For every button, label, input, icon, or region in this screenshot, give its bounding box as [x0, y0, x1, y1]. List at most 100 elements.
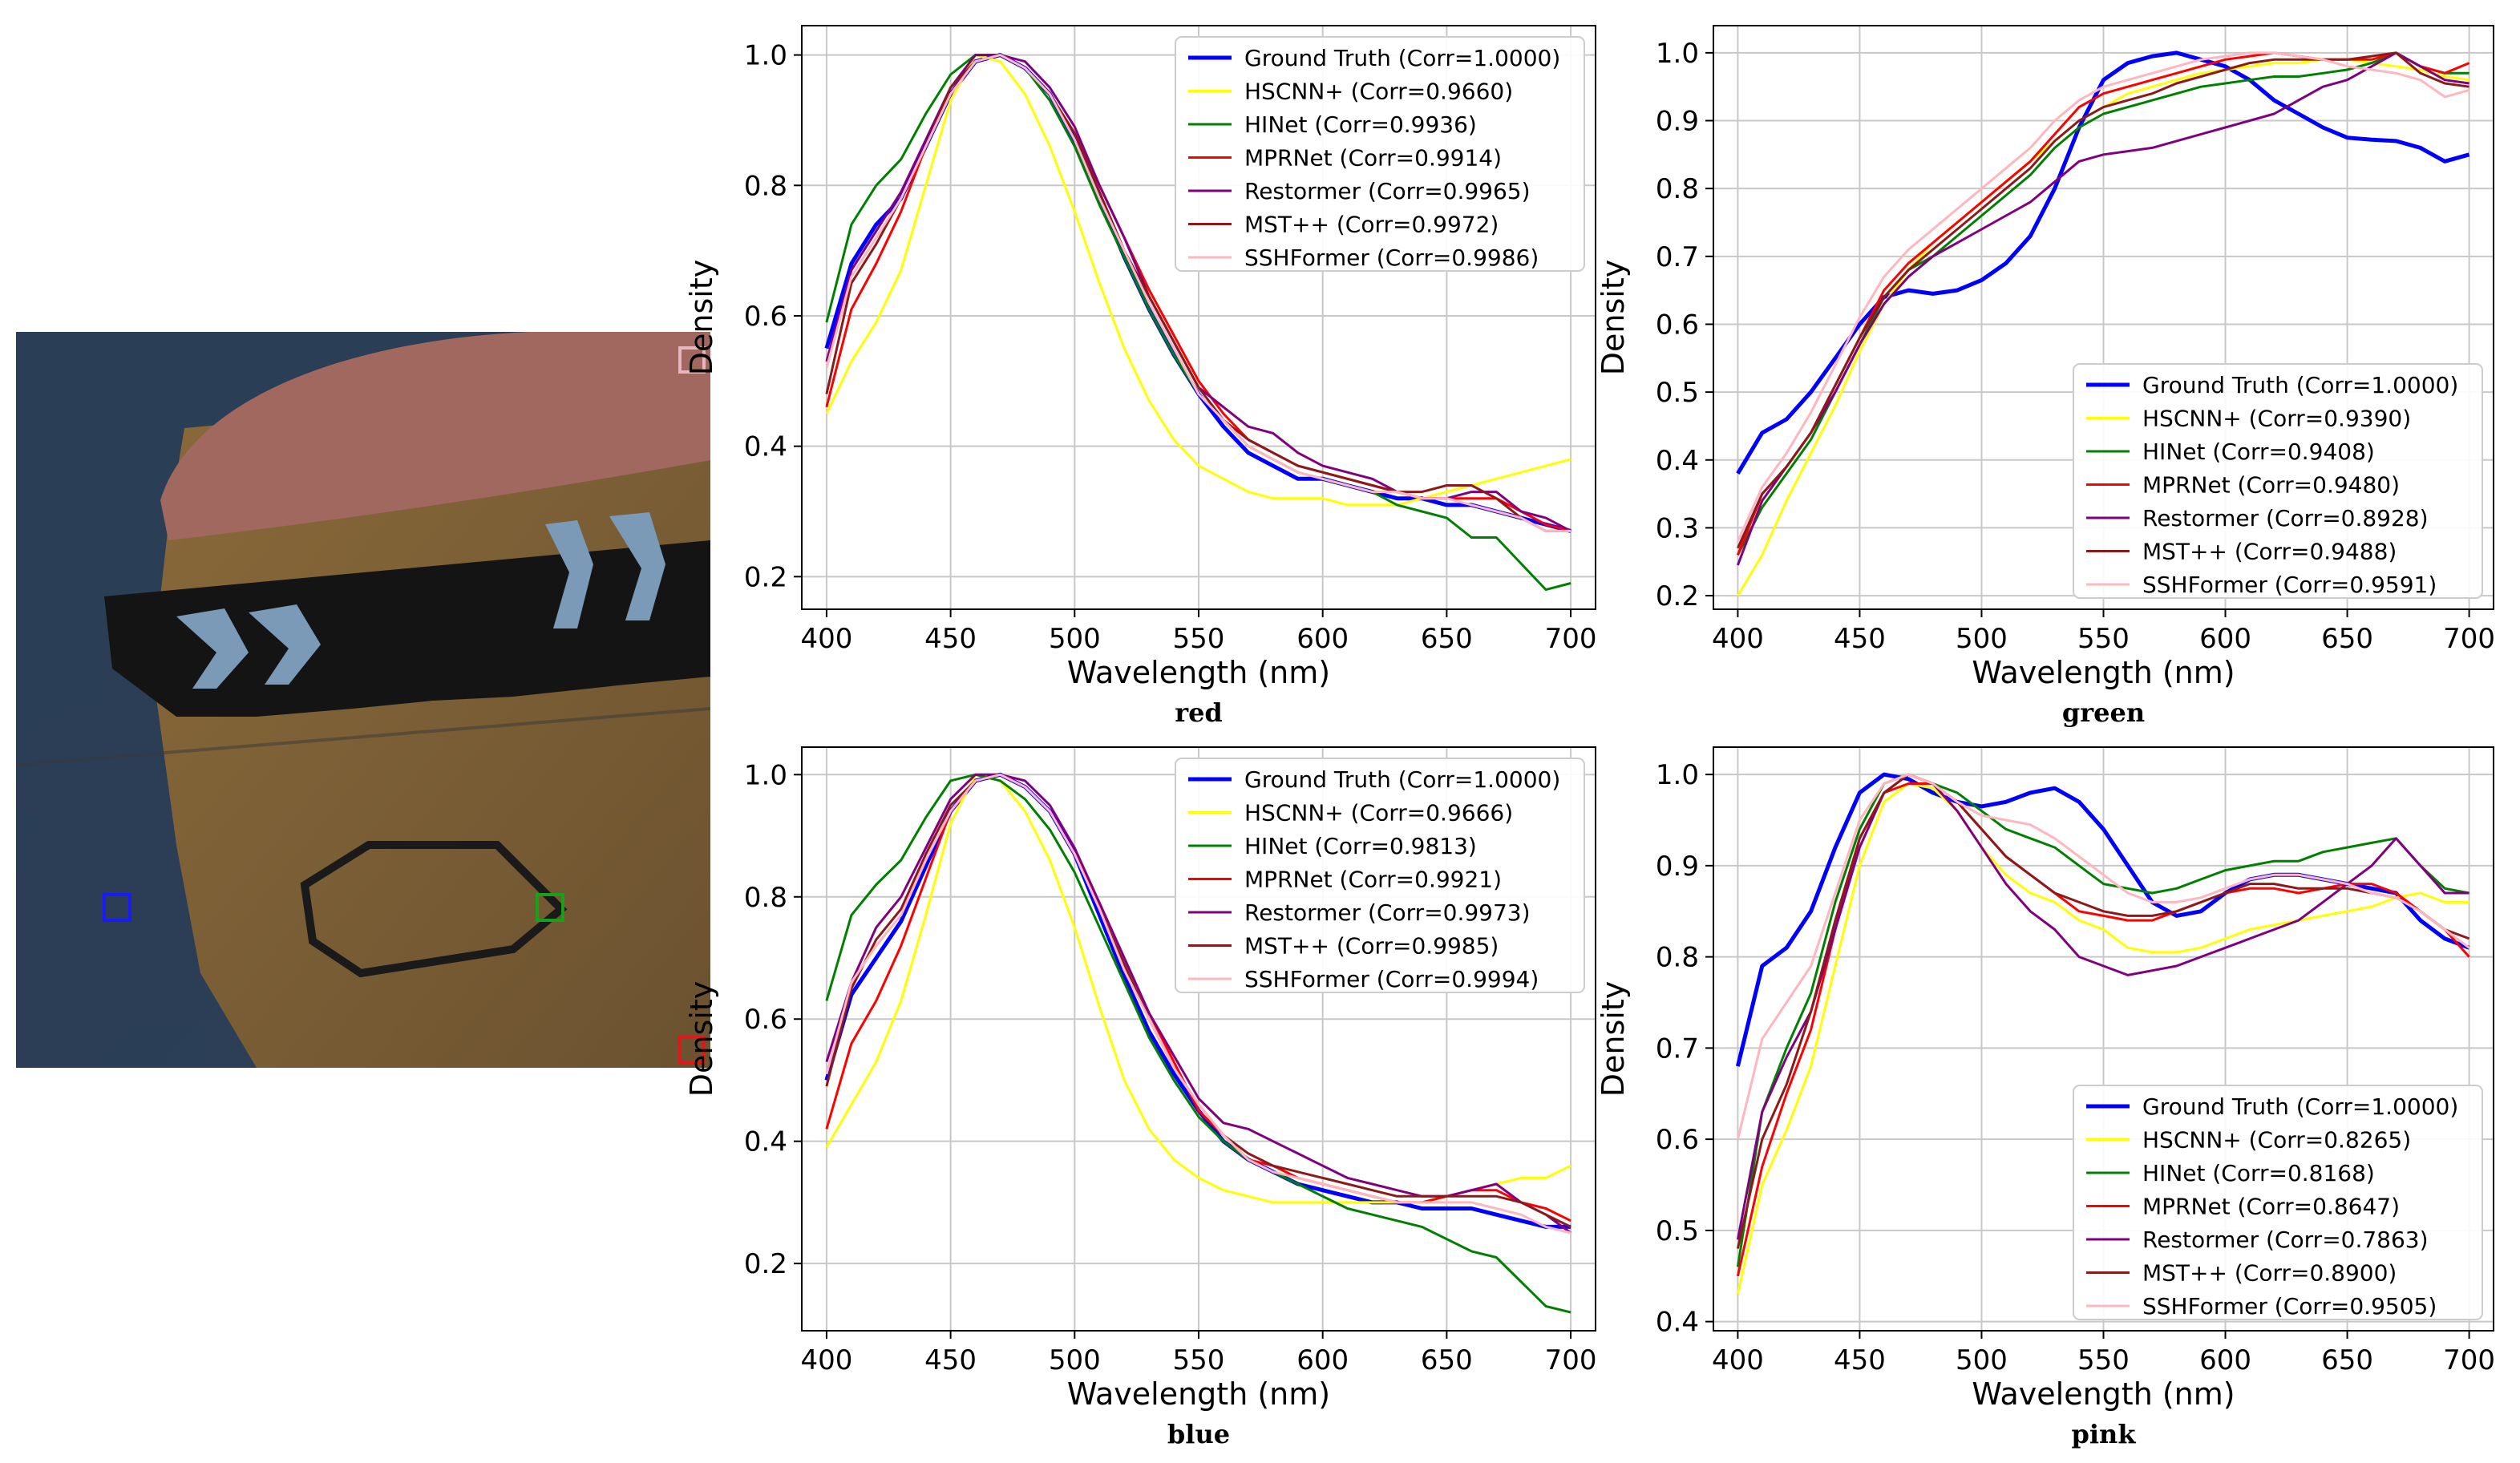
legend-entry: MPRNet (Corr=0.9480): [2142, 472, 2400, 499]
hat-shape: [160, 332, 710, 540]
legend-entry: Ground Truth (Corr=1.0000): [1244, 766, 1560, 793]
x-tick-label: 550: [1173, 1344, 1225, 1376]
y-tick-label: 0.9: [1656, 851, 1699, 883]
chart-caption: red: [1175, 697, 1223, 728]
y-axis-label: Density: [1596, 260, 1631, 375]
x-tick-label: 650: [1421, 623, 1473, 655]
legend-entry: SSHFormer (Corr=0.9986): [1244, 245, 1539, 271]
y-axis-label: Density: [1596, 981, 1631, 1097]
legend-entry: MST++ (Corr=0.9488): [2142, 539, 2397, 565]
legend-entry: SSHFormer (Corr=0.9505): [2142, 1293, 2437, 1320]
legend-entry: HSCNN+ (Corr=0.9390): [2142, 406, 2411, 432]
chart-red: 400 450 500 550 600 650 700 0.2 0.4 0.6 0.8 1.0 Wave…: [684, 25, 1597, 728]
green-marker: [536, 893, 564, 922]
chart-caption: blue: [1167, 1419, 1230, 1449]
legend-box: [2073, 363, 2483, 599]
legend-entry: HINet (Corr=0.9936): [1244, 111, 1477, 138]
x-tick-label: 700: [2443, 1344, 2495, 1376]
legend-entry: MST++ (Corr=0.9985): [1244, 933, 1499, 960]
legend-entry: Restormer (Corr=0.7863): [2142, 1227, 2429, 1253]
rgb-scene-image: [15, 332, 711, 1068]
series-line-sshformer: [1736, 773, 2470, 1140]
series-line-mst-: [1737, 51, 2469, 549]
y-tick-label: 1.0: [1656, 38, 1699, 70]
y-tick-label: 0.6: [1656, 309, 1699, 341]
x-tick-label: 650: [2321, 623, 2373, 655]
x-tick-label: 650: [1421, 1344, 1473, 1376]
y-tick-label: 0.7: [1656, 1033, 1699, 1065]
x-tick-label: 600: [2199, 623, 2251, 655]
y-tick-label: 0.8: [744, 170, 787, 202]
y-axis-label: Density: [684, 260, 719, 375]
scratch-line: [15, 707, 711, 766]
x-tick-label: 500: [1956, 623, 2008, 655]
y-tick-label: 0.8: [1656, 942, 1699, 974]
lens-stripe-1: [176, 608, 249, 689]
legend-entry: HSCNN+ (Corr=0.8265): [2142, 1127, 2411, 1154]
x-tick-label: 600: [1296, 1344, 1349, 1376]
red-marker: [678, 1036, 706, 1065]
chart-caption: green: [2062, 697, 2145, 728]
lens-stripe-4: [609, 512, 665, 620]
x-tick-label: 450: [924, 623, 977, 655]
chart-green: 400 450 500 550 600 650 700 0.2 0.3 0.4 0.5 0.6 0.7 0…: [1596, 25, 2495, 728]
series-line-hscnn-: [825, 54, 1571, 507]
y-tick-label: 0.8: [744, 882, 787, 914]
legend-box: [2073, 1085, 2483, 1320]
x-axis-label: Wavelength (nm): [1067, 655, 1330, 690]
scene-svg: [15, 332, 711, 1068]
y-tick-label: 0.9: [1656, 106, 1699, 138]
y-tick-label: 0.5: [1656, 377, 1699, 409]
legend-entry: SSHFormer (Corr=0.9591): [2142, 572, 2437, 598]
sunglasses-shape: [104, 540, 710, 717]
x-axis-label: Wavelength (nm): [1067, 1376, 1330, 1412]
y-tick-label: 1.0: [744, 759, 787, 791]
x-tick-label: 450: [1834, 1344, 1886, 1376]
legend-entry: HINet (Corr=0.8168): [2142, 1160, 2375, 1186]
series-line-mst-: [825, 54, 1571, 532]
y-tick-label: 0.4: [744, 431, 787, 463]
y-tick-label: 0.6: [744, 301, 787, 333]
x-tick-label: 400: [1712, 623, 1764, 655]
series-line-restormer: [1736, 51, 2469, 566]
blue-marker: [103, 893, 131, 922]
legend-entry: HINet (Corr=0.9813): [1244, 833, 1477, 859]
y-tick-label: 0.8: [1656, 173, 1699, 205]
x-axis-label: Wavelength (nm): [1972, 655, 2235, 690]
series-line-ground-truth: [1736, 51, 2470, 475]
x-tick-label: 600: [1296, 623, 1349, 655]
legend-entry: Ground Truth (Corr=1.0000): [1244, 45, 1560, 71]
y-tick-label: 0.4: [744, 1126, 787, 1158]
x-tick-label: 700: [1545, 623, 1597, 655]
legend-entry: MST++ (Corr=0.9972): [1244, 212, 1499, 238]
legend-entry: HINet (Corr=0.9408): [2142, 438, 2375, 465]
series-line-hinet: [825, 773, 1571, 1314]
series-line-hscnn-: [1736, 782, 2469, 1295]
x-tick-label: 700: [2443, 623, 2495, 655]
series-line-sshformer: [825, 773, 1571, 1235]
y-tick-label: 0.2: [744, 1248, 787, 1280]
legend-entry: HSCNN+ (Corr=0.9666): [1244, 800, 1513, 826]
y-tick-label: 0.4: [1656, 1307, 1699, 1339]
legend-entry: Ground Truth (Corr=1.0000): [2142, 372, 2458, 398]
x-tick-label: 400: [800, 1344, 852, 1376]
series-line-sshformer: [1737, 51, 2470, 542]
x-tick-label: 550: [2077, 1344, 2130, 1376]
legend-entry: MPRNet (Corr=0.9921): [1244, 867, 1502, 893]
x-tick-label: 500: [1049, 623, 1101, 655]
pink-marker: [678, 346, 706, 374]
legend-box: [1175, 36, 1585, 272]
legend-entry: Restormer (Corr=0.9965): [1244, 178, 1531, 204]
legend-entry: MPRNet (Corr=0.8647): [2142, 1194, 2400, 1220]
x-tick-label: 600: [2199, 1344, 2251, 1376]
series-line-mst-: [1736, 773, 2470, 1249]
legend-entry: MPRNet (Corr=0.9914): [1244, 145, 1502, 172]
y-tick-label: 0.7: [1656, 241, 1699, 273]
x-tick-label: 650: [2321, 1344, 2373, 1376]
chart-caption: pink: [2072, 1419, 2137, 1449]
chart-pink: 400 450 500 550 600 650 700 0.4 0.5 0.6 0.7 0.8 0.9 1…: [1596, 746, 2495, 1449]
lens-stripe-2: [249, 604, 321, 685]
legend-entry: HSCNN+ (Corr=0.9660): [1244, 79, 1513, 105]
legend-entry: Restormer (Corr=0.8928): [2142, 505, 2429, 531]
